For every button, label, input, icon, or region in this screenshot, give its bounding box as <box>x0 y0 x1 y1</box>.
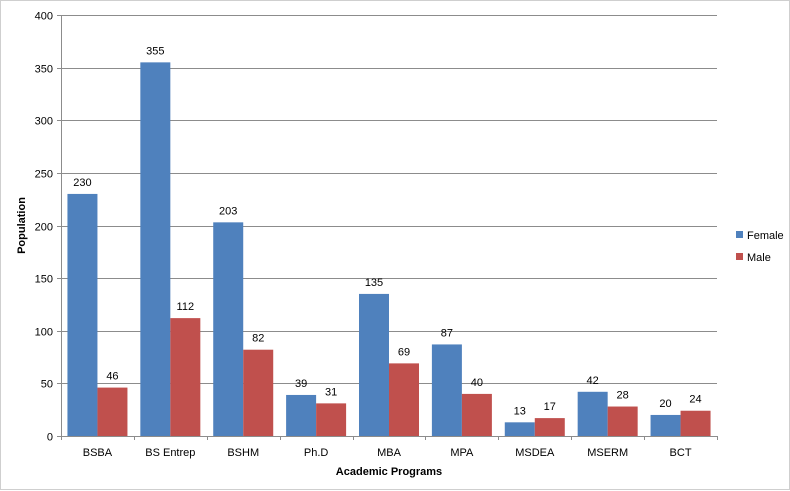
bar-female-4 <box>359 293 389 436</box>
data-label: 112 <box>177 301 195 313</box>
data-label: 42 <box>587 375 599 387</box>
data-label: 203 <box>219 205 237 217</box>
x-axis-title: Academic Programs <box>336 466 442 478</box>
bar-female-5 <box>431 344 462 436</box>
x-tick-label: MSDEA <box>515 447 555 459</box>
y-tick-label: 50 <box>41 379 53 391</box>
data-label: 46 <box>106 371 118 383</box>
x-tick-label: MPA <box>450 447 474 459</box>
y-tick-label: 300 <box>35 116 53 128</box>
x-tick-label: BSHM <box>227 447 259 459</box>
data-label: 28 <box>617 390 629 402</box>
legend-swatch-male <box>736 253 743 260</box>
bar-female-8 <box>650 414 681 436</box>
bar-male-8 <box>680 410 711 436</box>
bars <box>67 62 711 437</box>
y-tick-label: 250 <box>35 169 53 181</box>
bar-male-0 <box>97 387 128 436</box>
data-label: 13 <box>514 405 526 417</box>
bar-male-4 <box>389 363 419 436</box>
data-label: 355 <box>146 45 164 57</box>
bar-female-2 <box>213 222 244 436</box>
data-label: 87 <box>441 327 453 339</box>
legend-label-female: Female <box>747 230 784 242</box>
data-labels: 230 46 355 112 203 82 39 31 135 69 87 40 13 17 42 28 20 2… <box>73 45 701 417</box>
x-tick-label: MBA <box>377 447 402 459</box>
bar-female-7 <box>577 391 608 436</box>
data-label: 40 <box>471 377 483 389</box>
y-tick-label: 0 <box>47 432 53 444</box>
data-label: 135 <box>365 277 383 289</box>
bar-female-1 <box>140 62 171 437</box>
bar-female-6 <box>504 422 535 436</box>
data-label: 20 <box>659 398 671 410</box>
bar-male-3 <box>316 403 347 436</box>
y-axis-ticks: 0 50 100 150 200 250 300 350 400 <box>35 11 61 444</box>
legend: Female Male <box>736 230 784 264</box>
bar-male-7 <box>607 406 638 436</box>
x-tick-label: MSERM <box>587 447 628 459</box>
data-label: 230 <box>73 177 91 189</box>
bar-male-6 <box>534 418 565 436</box>
x-tick-label: BS Entrep <box>145 447 195 459</box>
legend-label-male: Male <box>747 252 771 264</box>
y-tick-label: 350 <box>35 64 53 76</box>
y-tick-label: 100 <box>35 327 53 339</box>
data-label: 82 <box>252 333 264 345</box>
legend-swatch-female <box>736 231 743 238</box>
y-tick-label: 400 <box>35 11 53 23</box>
data-label: 17 <box>544 401 556 413</box>
bar-male-2 <box>243 349 274 436</box>
bar-female-3 <box>286 394 317 436</box>
y-tick-label: 150 <box>35 274 53 286</box>
bar-male-1 <box>170 318 201 436</box>
x-axis-ticks: BSBA BS Entrep BSHM Ph.D MBA MPA MSDEA MSERM BCT <box>61 436 718 459</box>
bar-male-5 <box>461 393 492 436</box>
data-label: 24 <box>689 394 701 406</box>
data-label: 69 <box>398 346 410 358</box>
y-tick-label: 200 <box>35 222 53 234</box>
x-tick-label: BSBA <box>83 447 113 459</box>
x-tick-label: Ph.D <box>304 447 329 459</box>
y-axis-title: Population <box>16 197 28 254</box>
data-label: 31 <box>325 386 337 398</box>
bar-female-0 <box>67 193 98 436</box>
data-label: 39 <box>295 378 307 390</box>
x-tick-label: BCT <box>670 447 692 459</box>
